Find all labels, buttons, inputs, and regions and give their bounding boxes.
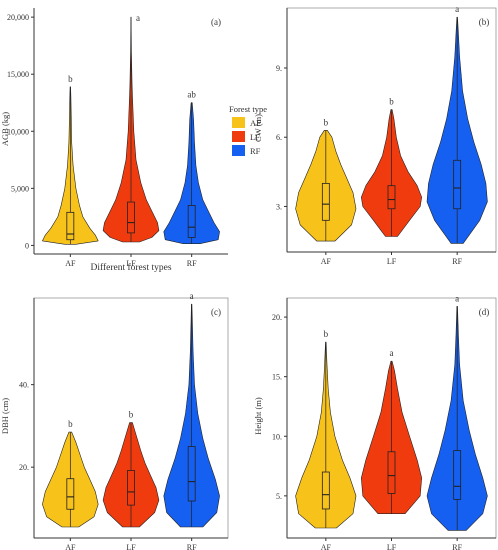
panel-b-box-af [321, 182, 330, 221]
panel-a-x-tick-label: LF [126, 259, 136, 268]
panel-c-x-tick-label: AF [65, 543, 76, 550]
panel-a-box-lf [127, 201, 135, 234]
panel-b-y-tick-label: 9. [276, 64, 282, 73]
legend-item-rf: RF [232, 145, 261, 156]
panel-d-x-tick-label: RF [452, 543, 462, 550]
panel-b-panel-label: (b) [479, 17, 490, 27]
panel-c-letter-af: b [68, 419, 73, 429]
panel-a-x-label: Different forest types [90, 262, 171, 273]
panel-b: 3. 6. 9. AF LF RF CW (m) (b) b b a [253, 4, 497, 266]
panel-b-letter-af: b [324, 117, 329, 127]
panel-c-box-rf [187, 446, 196, 502]
legend-item-af: AF [232, 117, 261, 128]
panel-d-letter-af: b [324, 329, 329, 339]
panel-b-letter-rf: a [455, 4, 459, 14]
panel-b-box-rf [453, 159, 462, 210]
panel-a-y-tick-label: 5,000 [11, 184, 29, 193]
panel-a-y-label: AGB (kg) [0, 112, 10, 146]
panel-a-x-tick-label: RF [187, 259, 197, 268]
panel-b-y-tick-label: 6. [276, 133, 282, 142]
panel-c-panel-label: (c) [211, 307, 221, 317]
panel-b-y-label: CW (m) [253, 114, 263, 142]
panel-a-box-af [66, 211, 75, 241]
legend-title: Forest type [229, 104, 267, 114]
legend-item-lf: LF [232, 131, 260, 142]
panel-d-letter-lf: a [390, 348, 394, 358]
panel-a-box-rf [187, 205, 196, 238]
panel-c-box-af [66, 478, 75, 510]
panel-a-x-tick-label: AF [65, 259, 76, 268]
panel-a: 0 5,000 10,000 15,000 20,000 AF LF RF AGB (kg) Di… [0, 8, 228, 273]
panel-d-x-tick-label: LF [387, 543, 397, 550]
panel-d-y-tick-label: 5. [276, 492, 282, 501]
panel-c-y-tick-label: 20. [19, 463, 29, 472]
panel-a-letter-af: b [68, 74, 73, 84]
panel-a-y-tick-label: 20,000 [7, 13, 29, 22]
panel-d-panel-label: (d) [479, 307, 490, 317]
legend-label-af: AF [250, 118, 261, 128]
panel-a-panel-label: (a) [211, 17, 221, 27]
panel-d-x-tick-label: AF [321, 543, 332, 550]
legend: Forest type AF LF RF [229, 104, 267, 156]
panel-d-y-label: Height (m) [253, 397, 263, 435]
panel-a-letter-rf: ab [187, 90, 196, 100]
legend-swatch-rf [232, 145, 245, 156]
panel-d-letter-rf: a [455, 293, 459, 303]
legend-swatch-af [232, 117, 245, 128]
panel-a-y-tick-label: 10,000 [7, 127, 29, 136]
panel-a-letter-lf: a [136, 13, 140, 23]
panel-d-box-af [321, 471, 330, 510]
legend-swatch-lf [232, 131, 245, 142]
panel-b-y-tick-label: 3. [276, 202, 282, 211]
panel-b-x-tick-label: AF [321, 257, 332, 266]
panel-c-letter-lf: b [129, 410, 134, 420]
panel-a-y-tick-label: 0 [25, 241, 29, 250]
panel-b-x-tick-label: LF [387, 257, 397, 266]
panel-d-box-rf [453, 450, 462, 500]
panel-d-y-tick-label: 10. [272, 432, 282, 441]
panel-c-letter-rf: a [190, 291, 194, 301]
panel-b-letter-lf: b [389, 97, 394, 107]
panel-c-box-lf [127, 470, 135, 506]
panel-d-box-lf [387, 451, 396, 494]
panel-a-y-tick-label: 15,000 [7, 70, 29, 79]
panel-c-x-tick-label: RF [187, 543, 197, 550]
panel-b-box-lf [387, 185, 396, 210]
panel-c: 20. 40. AF LF RF DBH (cm) (c) b b a [0, 291, 229, 550]
panel-d-y-tick-label: 20. [272, 313, 282, 322]
legend-label-rf: RF [250, 146, 261, 156]
panel-d-y-tick-label: 15. [272, 373, 282, 382]
panel-d: 5. 10. 15. 20. AF LF RF Height (m) (d) b a a [253, 293, 497, 550]
panel-c-y-tick-label: 40. [19, 381, 29, 390]
legend-label-lf: LF [250, 132, 260, 142]
panel-c-x-tick-label: LF [126, 543, 136, 550]
panel-c-y-label: DBH (cm) [0, 398, 10, 434]
panel-b-x-tick-label: RF [452, 257, 462, 266]
